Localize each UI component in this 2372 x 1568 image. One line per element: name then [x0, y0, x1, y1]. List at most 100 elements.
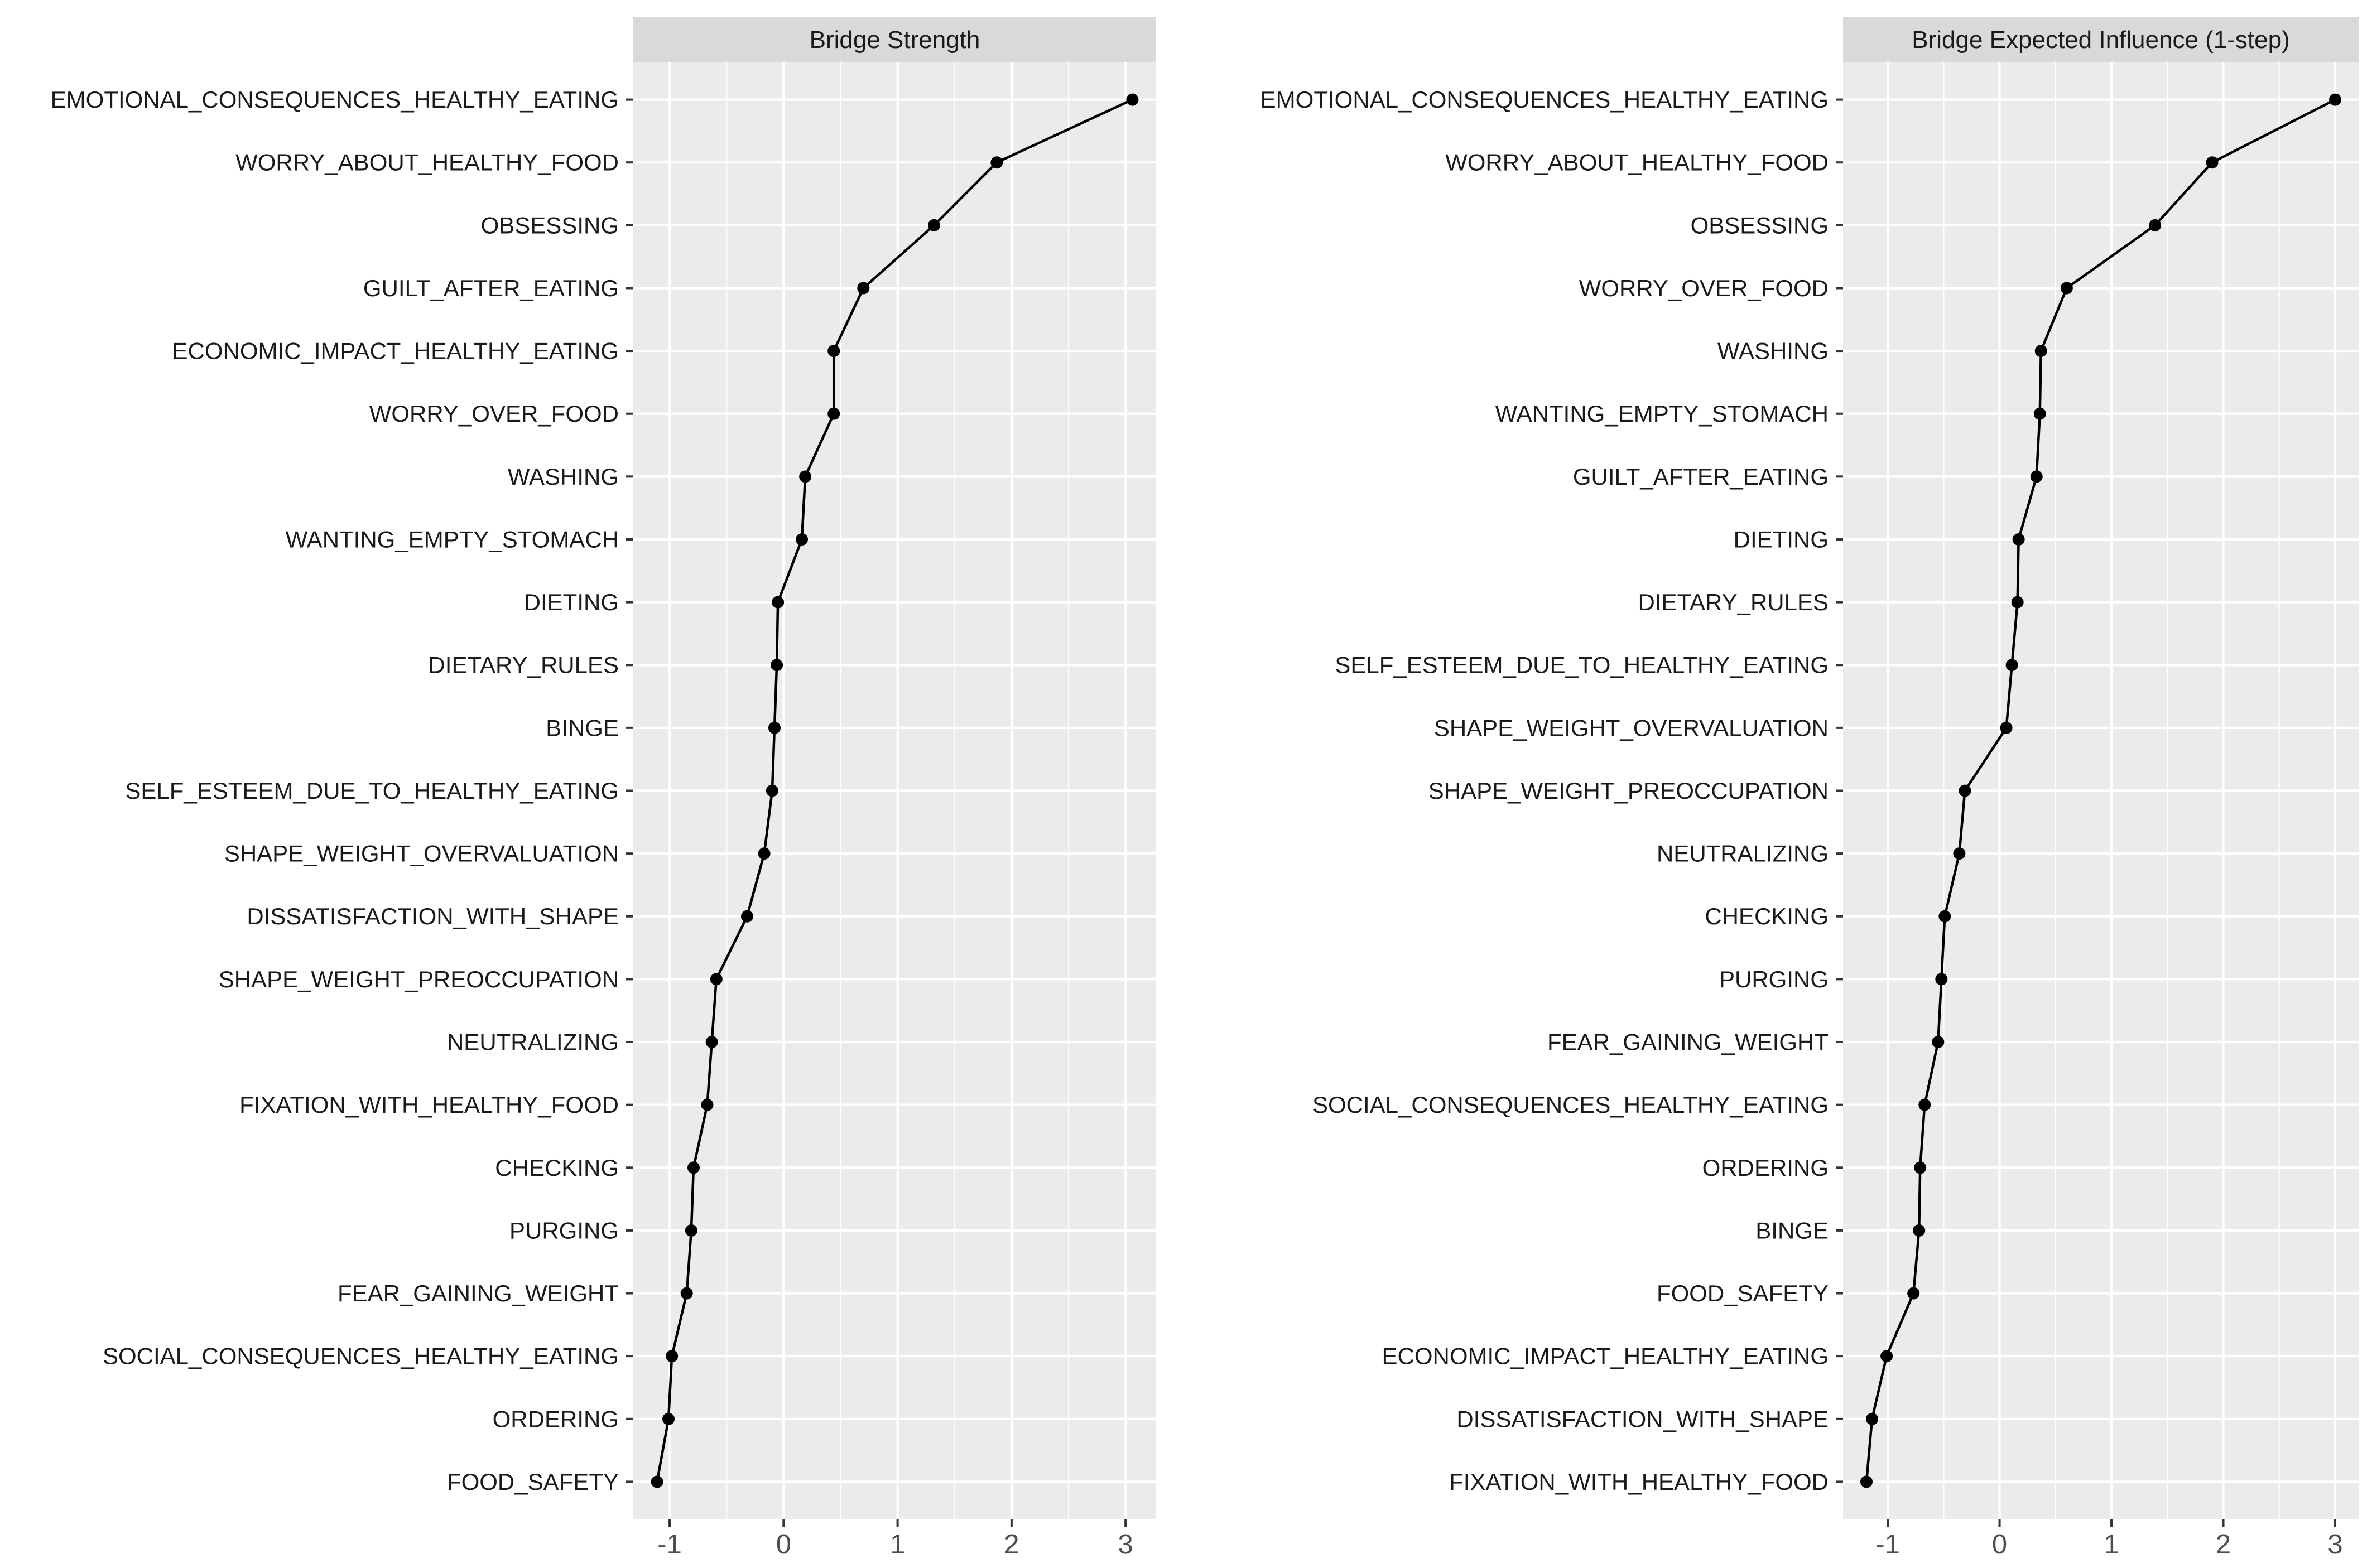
y-axis-category-label: WANTING_EMPTY_STOMACH — [1495, 401, 1829, 427]
data-point — [685, 1224, 697, 1237]
data-point — [1914, 1161, 1927, 1174]
y-axis-category-label: SELF_ESTEEM_DUE_TO_HEALTHY_EATING — [125, 778, 619, 804]
y-axis-category-label: WORRY_OVER_FOOD — [369, 401, 619, 427]
data-point — [1126, 93, 1139, 106]
x-axis-tick-label: 2 — [2216, 1530, 2231, 1560]
y-axis-category-label: CHECKING — [1705, 903, 1829, 929]
y-axis-category-label: NEUTRALIZING — [1657, 841, 1829, 867]
data-point — [1913, 1224, 1926, 1237]
y-axis-category-label: EMOTIONAL_CONSEQUENCES_HEALTHY_EATING — [51, 86, 619, 113]
y-axis-category-label: WORRY_OVER_FOOD — [1579, 275, 1829, 301]
y-axis-category-label: PURGING — [509, 1217, 619, 1243]
data-point — [927, 219, 940, 231]
y-axis-category-label: DISSATISFACTION_WITH_SHAPE — [247, 903, 619, 929]
data-point — [771, 659, 783, 672]
data-point — [1953, 847, 1966, 860]
y-axis-category-label: GUILT_AFTER_EATING — [363, 275, 619, 301]
x-axis-tick-label: 0 — [1992, 1530, 2007, 1560]
y-axis-category-label: PURGING — [1719, 966, 1829, 992]
data-point — [2012, 533, 2025, 546]
data-point — [990, 156, 1003, 169]
x-axis-tick-label: -1 — [657, 1530, 682, 1560]
y-axis-category-label: BINGE — [546, 715, 619, 741]
y-axis-category-label: DIETARY_RULES — [428, 652, 619, 678]
y-axis-category-label: ORDERING — [493, 1406, 619, 1432]
data-point — [827, 345, 840, 358]
facet-strip — [633, 17, 1156, 62]
data-point — [662, 1412, 675, 1425]
facet-strip-title: Bridge Strength — [810, 26, 980, 54]
data-point — [2149, 219, 2162, 231]
data-point — [2011, 596, 2024, 609]
data-point — [687, 1161, 700, 1174]
y-axis-category-label: WASHING — [1717, 338, 1829, 364]
data-point — [2034, 345, 2047, 358]
y-axis-category-label: FIXATION_WITH_HEALTHY_FOOD — [239, 1092, 619, 1118]
facet-strip-title: Bridge Expected Influence (1-step) — [1912, 26, 2290, 54]
y-axis-category-label: OBSESSING — [481, 212, 619, 238]
data-point — [2329, 93, 2341, 106]
y-axis-category-label: OBSESSING — [1691, 212, 1829, 238]
data-point — [1938, 910, 1951, 923]
data-point — [1932, 1036, 1945, 1049]
data-point — [758, 847, 771, 860]
y-axis-category-label: SHAPE_WEIGHT_PREOCCUPATION — [1428, 778, 1829, 804]
data-point — [1880, 1350, 1893, 1363]
y-axis-category-label: FEAR_GAINING_WEIGHT — [1547, 1029, 1829, 1055]
data-point — [1935, 973, 1948, 986]
data-point — [2000, 721, 2013, 734]
x-axis-tick-label: 1 — [2104, 1530, 2119, 1560]
data-point — [1907, 1287, 1920, 1300]
data-point — [740, 910, 753, 923]
y-axis-category-label: WASHING — [508, 464, 619, 490]
y-axis-category-label: WORRY_ABOUT_HEALTHY_FOOD — [1445, 149, 1829, 176]
data-point — [768, 721, 781, 734]
data-point — [1918, 1098, 1931, 1111]
y-axis-category-label: FEAR_GAINING_WEIGHT — [338, 1280, 619, 1306]
data-point — [2060, 282, 2073, 295]
y-axis-category-label: ECONOMIC_IMPACT_HEALTHY_EATING — [172, 338, 619, 364]
data-point — [827, 407, 840, 420]
y-axis-category-label: WANTING_EMPTY_STOMACH — [286, 526, 619, 552]
data-point — [2033, 407, 2046, 420]
data-point — [666, 1350, 679, 1363]
x-axis-tick-label: 0 — [776, 1530, 791, 1560]
x-axis-tick-label: 3 — [1118, 1530, 1133, 1560]
data-point — [705, 1036, 718, 1049]
y-axis-category-label: EMOTIONAL_CONSEQUENCES_HEALTHY_EATING — [1260, 86, 1829, 113]
data-point — [710, 973, 723, 986]
y-axis-category-label: BINGE — [1755, 1217, 1829, 1243]
y-axis-category-label: SHAPE_WEIGHT_OVERVALUATION — [224, 841, 619, 867]
y-axis-category-label: GUILT_AFTER_EATING — [1573, 464, 1829, 490]
data-point — [680, 1287, 693, 1300]
x-axis-tick-label: -1 — [1875, 1530, 1900, 1560]
data-point — [772, 596, 785, 609]
data-point — [2005, 659, 2018, 672]
y-axis-category-label: SHAPE_WEIGHT_PREOCCUPATION — [219, 966, 619, 992]
y-axis-category-label: WORRY_ABOUT_HEALTHY_FOOD — [235, 149, 619, 176]
y-axis-category-label: DISSATISFACTION_WITH_SHAPE — [1456, 1406, 1829, 1432]
y-axis-category-label: CHECKING — [495, 1155, 619, 1181]
y-axis-category-label: DIETING — [1734, 526, 1829, 552]
y-axis-category-label: ORDERING — [1702, 1155, 1829, 1181]
data-point — [1866, 1412, 1879, 1425]
data-point — [701, 1098, 714, 1111]
y-axis-category-label: ECONOMIC_IMPACT_HEALTHY_EATING — [1382, 1343, 1829, 1369]
data-point — [651, 1475, 663, 1488]
x-axis-tick-label: 2 — [1004, 1530, 1019, 1560]
y-axis-category-label: FOOD_SAFETY — [447, 1469, 619, 1495]
data-point — [2206, 156, 2219, 169]
facet-strip — [1843, 17, 2359, 62]
y-axis-category-label: SOCIAL_CONSEQUENCES_HEALTHY_EATING — [1312, 1092, 1829, 1118]
y-axis-category-label: DIETARY_RULES — [1638, 589, 1829, 615]
data-point — [1959, 784, 1971, 797]
y-axis-category-label: SOCIAL_CONSEQUENCES_HEALTHY_EATING — [103, 1343, 619, 1369]
data-point — [766, 784, 778, 797]
data-point — [796, 533, 809, 546]
x-axis-tick-label: 1 — [890, 1530, 905, 1560]
y-axis-category-label: SHAPE_WEIGHT_OVERVALUATION — [1434, 715, 1829, 741]
data-point — [2030, 470, 2043, 483]
data-point — [857, 282, 870, 295]
